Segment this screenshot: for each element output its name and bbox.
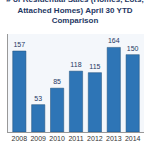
svg-text:2012: 2012: [87, 135, 103, 142]
svg-text:2010: 2010: [49, 135, 65, 142]
svg-text:118: 118: [70, 61, 81, 68]
svg-text:2013: 2013: [106, 135, 122, 142]
svg-text:# of Residential Sales (Homes,: # of Residential Sales (Homes, Lots,Atta…: [6, 0, 143, 25]
svg-text:115: 115: [89, 63, 100, 70]
svg-text:2014: 2014: [125, 135, 141, 142]
svg-text:2008: 2008: [12, 135, 28, 142]
svg-text:150: 150: [127, 45, 139, 52]
svg-text:85: 85: [53, 78, 61, 85]
svg-text:2011: 2011: [68, 135, 83, 142]
svg-text:2009: 2009: [30, 135, 46, 142]
svg-text:53: 53: [34, 95, 42, 102]
svg-text:164: 164: [108, 37, 120, 44]
svg-text:157: 157: [13, 41, 25, 48]
